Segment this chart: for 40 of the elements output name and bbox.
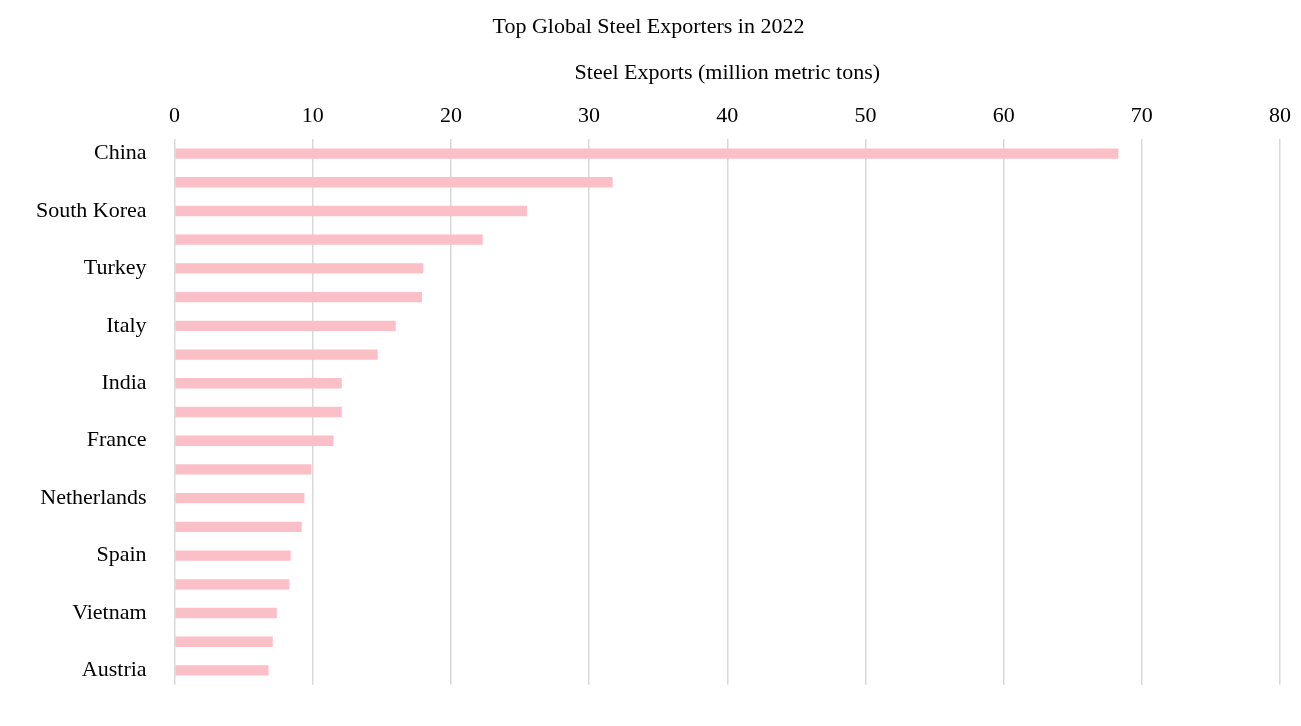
bar (175, 148, 1119, 159)
bar (175, 464, 312, 475)
bar (175, 349, 378, 360)
y-tick-label: Spain (96, 541, 147, 567)
x-tick-label: 40 (716, 101, 739, 127)
bar (175, 579, 290, 590)
bar (175, 406, 342, 418)
y-tick-label: India (101, 369, 147, 395)
bar (175, 177, 613, 188)
y-tick-label: France (86, 426, 147, 452)
bar (175, 291, 422, 303)
bar (175, 263, 424, 274)
y-tick-label: Italy (106, 311, 147, 337)
x-tick-label: 70 (1130, 101, 1153, 127)
y-tick-label: Vietnam (72, 598, 147, 624)
x-tick-label: 30 (578, 101, 601, 127)
x-tick-label: 80 (1269, 101, 1291, 127)
bar (175, 492, 305, 504)
bar (175, 320, 396, 332)
x-axis-title: Steel Exports (million metric tons) (574, 59, 881, 85)
bar (175, 550, 291, 561)
bar (175, 435, 334, 446)
bar (175, 521, 302, 533)
y-tick-label: Austria (81, 656, 147, 682)
y-tick-label: South Korea (36, 196, 147, 222)
bar (175, 234, 483, 245)
y-tick-label: China (94, 139, 147, 165)
chart-title: Top Global Steel Exporters in 2022 (492, 12, 805, 38)
x-tick-label: 50 (854, 101, 877, 127)
bar (175, 378, 342, 389)
bar (175, 607, 277, 619)
bar (175, 636, 273, 647)
x-tick-label: 0 (169, 101, 181, 127)
bar (175, 665, 269, 676)
y-tick-label: Netherlands (40, 483, 147, 509)
x-tick-label: 10 (301, 101, 324, 127)
bar (175, 205, 527, 217)
x-tick-label: 20 (439, 101, 462, 127)
y-tick-label: Turkey (83, 254, 147, 280)
x-tick-label: 60 (992, 101, 1015, 127)
